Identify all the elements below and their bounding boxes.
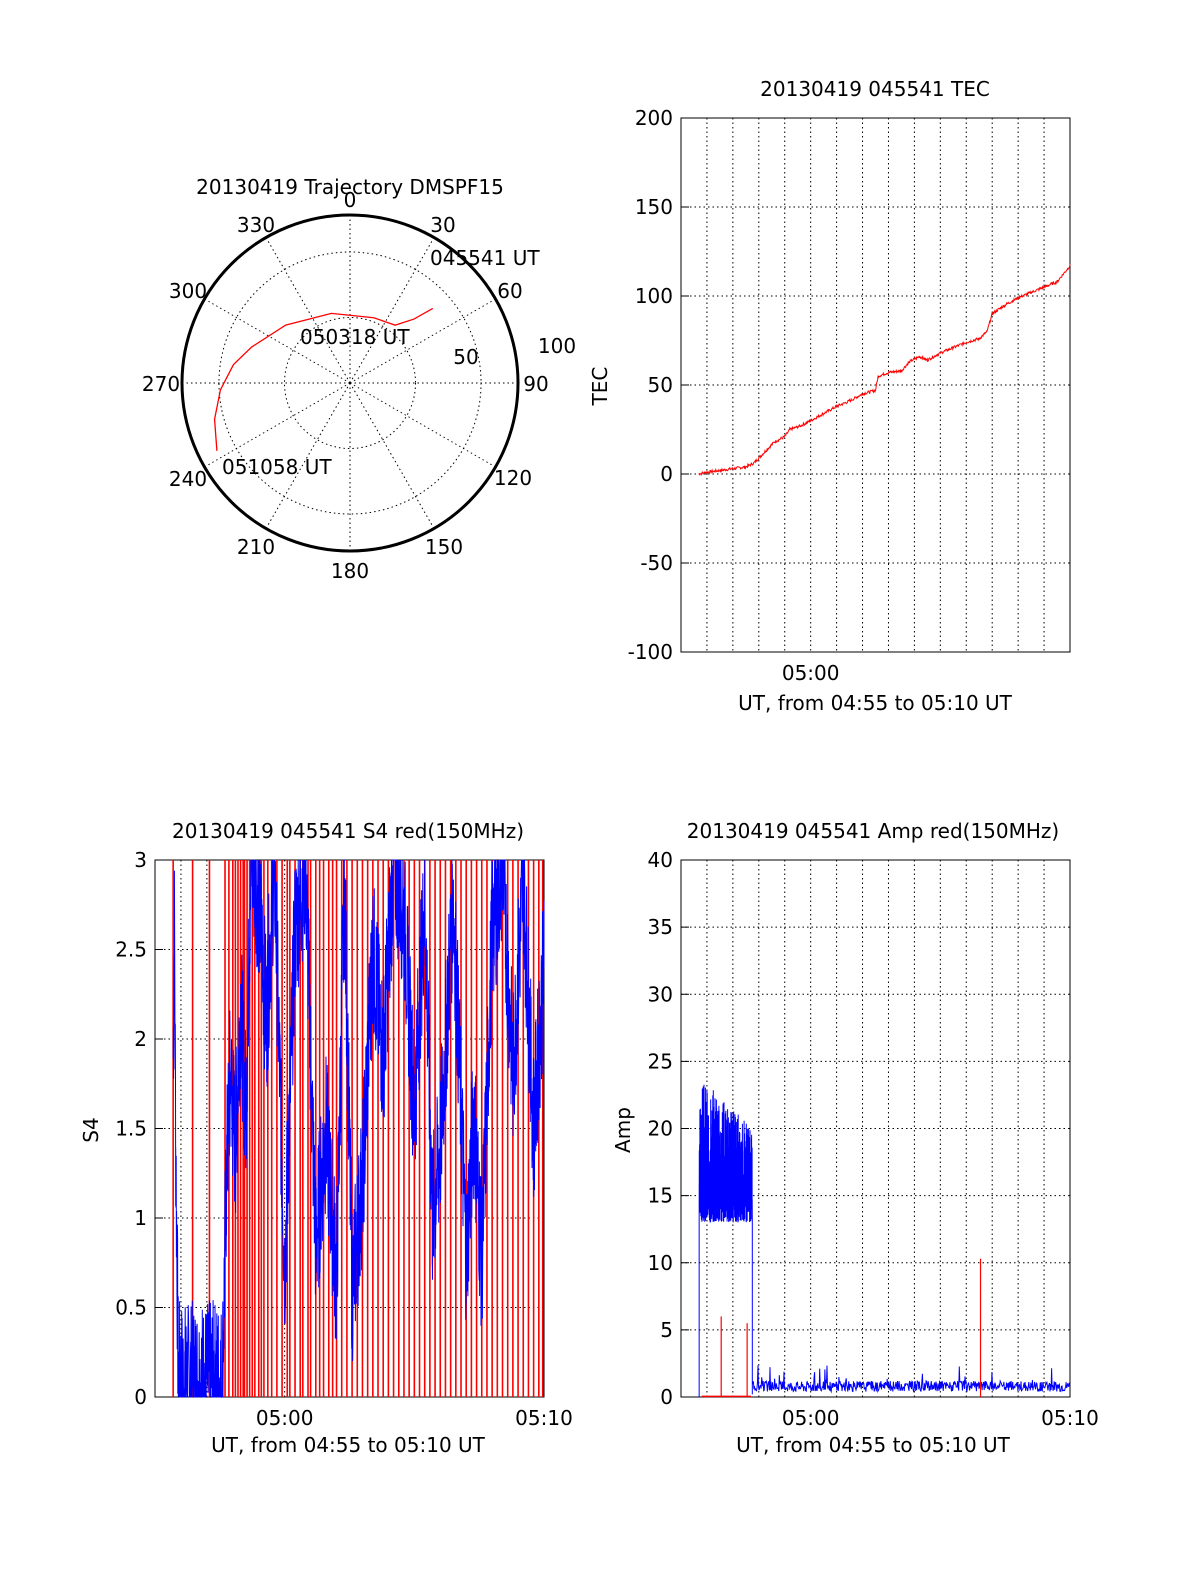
polar-trajectory-panel: 20130419 Trajectory DMSPF15 0 30 60 90 120 15…	[142, 175, 576, 583]
y-tick-label: 20	[648, 1117, 673, 1141]
polar-spoke-150	[349, 382, 435, 529]
polar-azimuth-label: 240	[169, 467, 207, 491]
polar-azimuth-label: 120	[494, 466, 532, 490]
polar-radial-label: 50	[453, 345, 478, 369]
amp-xlabel: UT, from 04:55 to 05:10 UT	[736, 1433, 1011, 1457]
polar-azimuth-label: 90	[523, 372, 548, 396]
polar-ring-50	[283, 316, 417, 450]
y-tick-label: -50	[640, 551, 673, 575]
x-tick-label: 05:00	[782, 661, 840, 685]
s4-ylabel: S4	[79, 1117, 103, 1142]
x-tick-label: 05:00	[256, 1406, 314, 1430]
s4-title: 20130419 045541 S4 red(150MHz)	[172, 819, 524, 843]
tec-panel: 20130419 045541 TEC UT, from 04:55 to 05…	[588, 77, 1071, 715]
polar-spoke-120	[349, 382, 496, 468]
y-tick-label: 200	[635, 106, 673, 130]
polar-azimuth-label: 270	[142, 372, 180, 396]
polar-azimuth-label: 180	[331, 559, 369, 583]
y-tick-label: 0	[660, 462, 673, 486]
polar-azimuth-label: 210	[237, 535, 275, 559]
polar-radial-label: 100	[538, 334, 576, 358]
y-tick-label: 0.5	[115, 1296, 147, 1320]
y-tick-label: 2	[134, 1027, 147, 1051]
y-tick-label: 1	[134, 1206, 147, 1230]
polar-azimuth-label: 60	[497, 279, 522, 303]
polar-outer-circle	[180, 213, 520, 553]
polar-azimuth-label: 30	[430, 213, 455, 237]
polar-spoke-30	[349, 237, 435, 384]
amp-ylabel: Amp	[611, 1107, 635, 1153]
polar-title: 20130419 Trajectory DMSPF15	[196, 175, 504, 199]
y-tick-label: 25	[648, 1049, 673, 1073]
y-tick-label: -100	[628, 640, 673, 664]
polar-spoke-330	[265, 237, 351, 384]
y-tick-label: 2.5	[115, 938, 147, 962]
polar-trajectory-line	[213, 307, 434, 451]
y-tick-label: 35	[648, 915, 673, 939]
y-tick-label: 0	[660, 1385, 673, 1409]
x-tick-label: 05:00	[782, 1406, 840, 1430]
s4-panel: 20130419 045541 S4 red(150MHz) UT, from …	[79, 819, 573, 1457]
polar-time-annotation: 050318 UT	[300, 325, 410, 349]
tec-ylabel: TEC	[588, 367, 612, 407]
y-tick-label: 1.5	[115, 1117, 147, 1141]
tec-xlabel: UT, from 04:55 to 05:10 UT	[738, 691, 1013, 715]
s4-xlabel: UT, from 04:55 to 05:10 UT	[211, 1433, 486, 1457]
x-tick-label: 05:10	[515, 1406, 573, 1430]
y-tick-label: 5	[660, 1318, 673, 1342]
y-tick-label: 15	[648, 1184, 673, 1208]
s4-blue-line	[172, 859, 545, 1399]
y-tick-label: 150	[635, 195, 673, 219]
polar-time-annotation: 051058 UT	[222, 455, 332, 479]
x-tick-label: 05:10	[1041, 1406, 1099, 1430]
tec-title: 20130419 045541 TEC	[760, 77, 990, 101]
y-tick-label: 50	[648, 373, 673, 397]
y-tick-label: 3	[134, 848, 147, 872]
polar-azimuth-label: 150	[425, 535, 463, 559]
amp-blue-line	[698, 1084, 1071, 1397]
polar-time-annotation: 045541 UT	[430, 246, 540, 270]
amp-title: 20130419 045541 Amp red(150MHz)	[687, 819, 1059, 843]
polar-spoke-300	[204, 298, 351, 384]
amp-panel: 20130419 045541 Amp red(150MHz) UT, from…	[611, 819, 1099, 1457]
y-tick-label: 40	[648, 848, 673, 872]
y-tick-label: 10	[648, 1251, 673, 1275]
tec-series-line	[698, 264, 1071, 477]
polar-azimuth-label: 330	[237, 213, 275, 237]
polar-azimuth-label: 300	[169, 279, 207, 303]
y-tick-label: 30	[648, 982, 673, 1006]
polar-azimuth-label: 0	[344, 188, 357, 212]
y-tick-label: 100	[635, 284, 673, 308]
polar-spoke-60	[349, 298, 496, 384]
polar-spoke-210	[265, 382, 351, 529]
polar-spoke-240	[204, 382, 351, 468]
y-tick-label: 0	[134, 1385, 147, 1409]
